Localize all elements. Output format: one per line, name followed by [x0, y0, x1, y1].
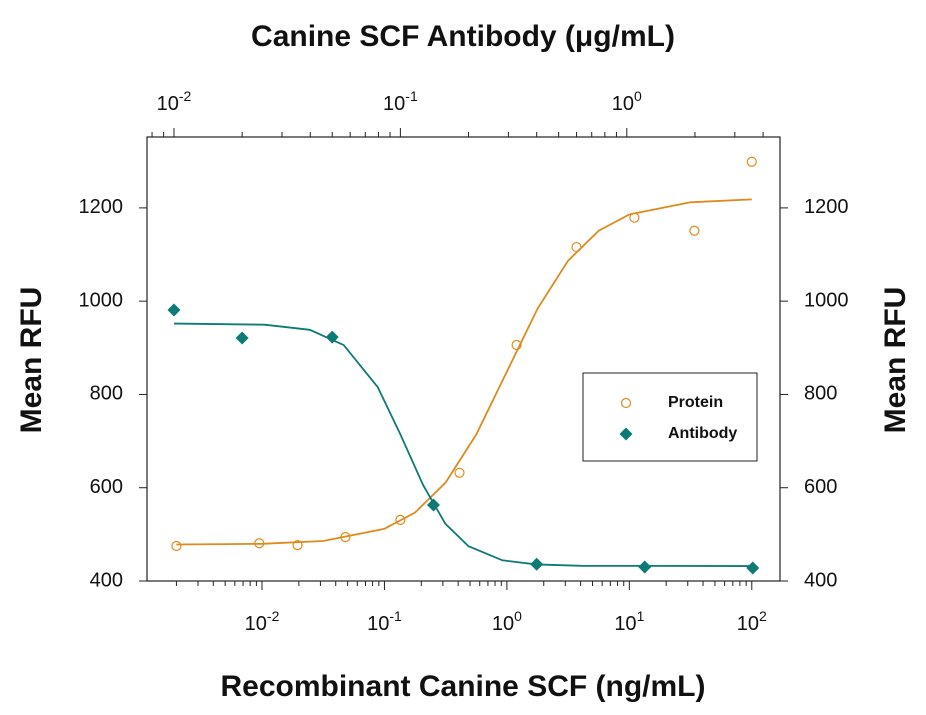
- data-point: [235, 331, 249, 345]
- fit-curve: [176, 198, 752, 546]
- data-point: [689, 225, 700, 236]
- y-tick-label: 1200: [79, 196, 124, 218]
- data-point: [340, 532, 351, 543]
- plot-frame: [146, 136, 781, 582]
- y2-tick-label: 1200: [804, 196, 849, 218]
- right-axis-label: Mean RFU: [879, 287, 912, 434]
- left-axis-label: Mean RFU: [15, 287, 48, 434]
- x2-tick-label: 10-2: [157, 88, 192, 116]
- data-point: [167, 303, 181, 317]
- legend-marker: [620, 397, 632, 409]
- data-point: [746, 561, 760, 575]
- y2-tick-label: 1000: [804, 289, 849, 311]
- bottom-axis-label: Recombinant Canine SCF (ng/mL): [220, 670, 705, 703]
- legend-box: [582, 372, 758, 462]
- y2-tick-label: 600: [804, 476, 837, 498]
- data-point: [571, 241, 582, 253]
- legend-label: Protein: [668, 394, 723, 411]
- x-tick-label: 100: [492, 608, 522, 636]
- y-tick-label: 800: [90, 383, 123, 405]
- data-point: [746, 156, 757, 167]
- legend-marker: [619, 427, 633, 441]
- data-point: [395, 514, 406, 526]
- x2-tick-label: 10-1: [383, 88, 418, 116]
- data-point: [530, 557, 544, 571]
- x2-tick-label: 100: [612, 88, 642, 116]
- y-tick-label: 1000: [79, 289, 124, 311]
- top-axis-label: Canine SCF Antibody (μg/mL): [251, 20, 675, 53]
- x-tick-label: 101: [614, 608, 644, 636]
- data-point: [511, 339, 522, 351]
- data-point: [629, 212, 640, 223]
- data-point: [638, 560, 652, 574]
- data-point: [426, 498, 440, 512]
- data-point: [292, 539, 303, 551]
- y2-tick-label: 400: [804, 569, 837, 591]
- x-tick-label: 10-2: [245, 608, 280, 636]
- data-point: [454, 467, 465, 478]
- x-tick-label: 102: [737, 608, 767, 636]
- x-tick-label: 10-1: [367, 608, 402, 636]
- data-point: [171, 540, 182, 552]
- y-tick-label: 400: [90, 569, 123, 591]
- y-tick-label: 600: [90, 476, 123, 498]
- legend-label: Antibody: [668, 425, 737, 442]
- data-point: [325, 330, 339, 344]
- data-point: [254, 538, 265, 549]
- y2-tick-label: 800: [804, 383, 837, 405]
